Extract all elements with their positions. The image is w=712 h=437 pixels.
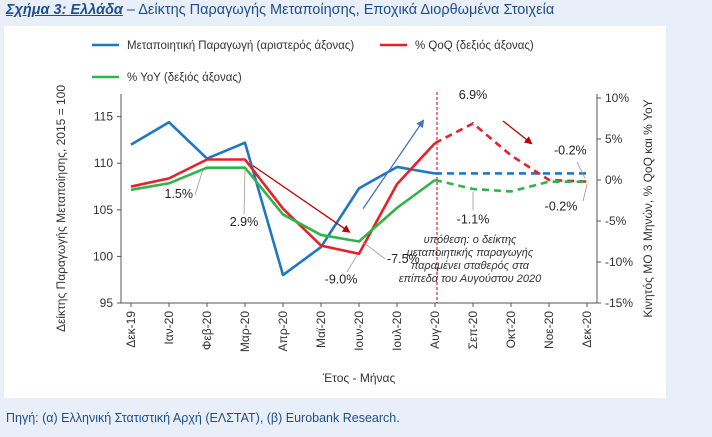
x-tick-label: Φεβ-20 [200,311,214,350]
leader-qoq-mar [243,169,246,215]
x-tick-label: Μαϊ-20 [314,311,328,348]
x-tick-label: Δεκ-19 [124,311,138,348]
right-tick-label: -10% [605,255,633,269]
x-tick-label: Σεπ-20 [466,311,480,350]
x-tick-label: Νοε-20 [542,311,556,349]
source-note: Πηγή: (α) Ελληνική Στατιστική Αρχή (ΕΛΣΤ… [6,411,400,425]
x-axis-title: Έτος - Μήνας [322,371,396,385]
trend-arrow-up [362,119,425,210]
figure-title-label: Σχήμα 3: Ελλάδα [6,2,123,18]
label-qoq-sep: 6.9% [459,88,488,102]
left-tick-label: 95 [100,296,114,310]
figure-title-text: – Δείκτης Παραγωγής Μεταποίησης, Εποχικά… [122,2,555,18]
series-yoy-line [130,166,436,243]
left-tick-label: 115 [94,110,113,124]
label-yoy-jun: -7.5% [387,252,420,266]
x-tick-label: Ιουλ-20 [390,311,404,351]
label-qoq-mar: 2.9% [230,215,259,229]
right-tick-label: 5% [605,132,623,146]
label-yoy-sep: -1.1% [457,212,490,226]
series-qoq-forecast-line [434,121,588,183]
right-tick-label: 10% [605,91,629,105]
leader-yoy-dec [582,184,588,202]
label-yoy-dec: -0.2% [545,199,578,213]
label-yoy-feb: 1.5% [165,187,194,201]
legend-label-1: % QoQ (δεξιός άξονας) [415,40,534,52]
right-tick-label: 0% [605,173,623,187]
chart: 95 100 105 110 115 -15% -10% -5% 0% 5% 10% Δεκ-19 Ια… [54,40,655,385]
legend-label-0: Μεταποιητική Παραγωγή (αριστερός άξονας) [127,40,354,52]
series-yoy-forecast-line [434,178,587,193]
series-qoq-line [130,142,436,256]
label-qoq-dec: -0.2% [554,144,587,158]
trend-arrow-decline [502,120,533,145]
left-tick-label: 100 [93,249,113,263]
right-axis-title: Κινητός ΜΟ 3 Μηνών, % QoQ και % YoY [641,99,655,317]
leader-qoq-jun [346,255,358,273]
series-mfg-line [130,120,436,277]
right-tick-label: -15% [605,296,633,310]
figure-title: Σχήμα 3: Ελλάδα – Δείκτης Παραγωγής Μετα… [6,2,554,18]
left-axis-title: Δείκτης Παραγωγής Μεταποίησης, 2015 = 10… [54,85,68,332]
leader-qoq-dec [576,161,586,179]
x-tick-label: Απρ-20 [276,311,290,352]
chart-panel: 95 100 105 110 115 -15% -10% -5% 0% 5% 10% Δεκ-19 Ια… [4,26,666,398]
x-tick-label: Ιουν-20 [352,311,366,351]
left-tick-label: 110 [94,156,113,170]
leader-yoy-jun [362,241,386,260]
x-tick-label: Δεκ-20 [580,311,594,348]
x-tick-label: Μαρ-20 [238,311,252,352]
right-tick-label: -5% [605,214,627,228]
trend-arrow-down [252,165,351,233]
x-tick-label: Οκτ-20 [504,311,518,349]
label-qoq-jun: -9.0% [325,272,358,286]
legend-label-2: % YoY (δεξιός άξονας) [127,72,242,84]
leader-yoy-feb [194,169,204,195]
left-tick-label: 105 [93,203,113,217]
x-tick-label: Ιαν-20 [162,311,176,345]
assumption-note: υπόθεση: ο δείκτης μεταποιητικής παραγωγή… [399,234,542,285]
x-tick-label: Αυγ-20 [428,311,442,349]
